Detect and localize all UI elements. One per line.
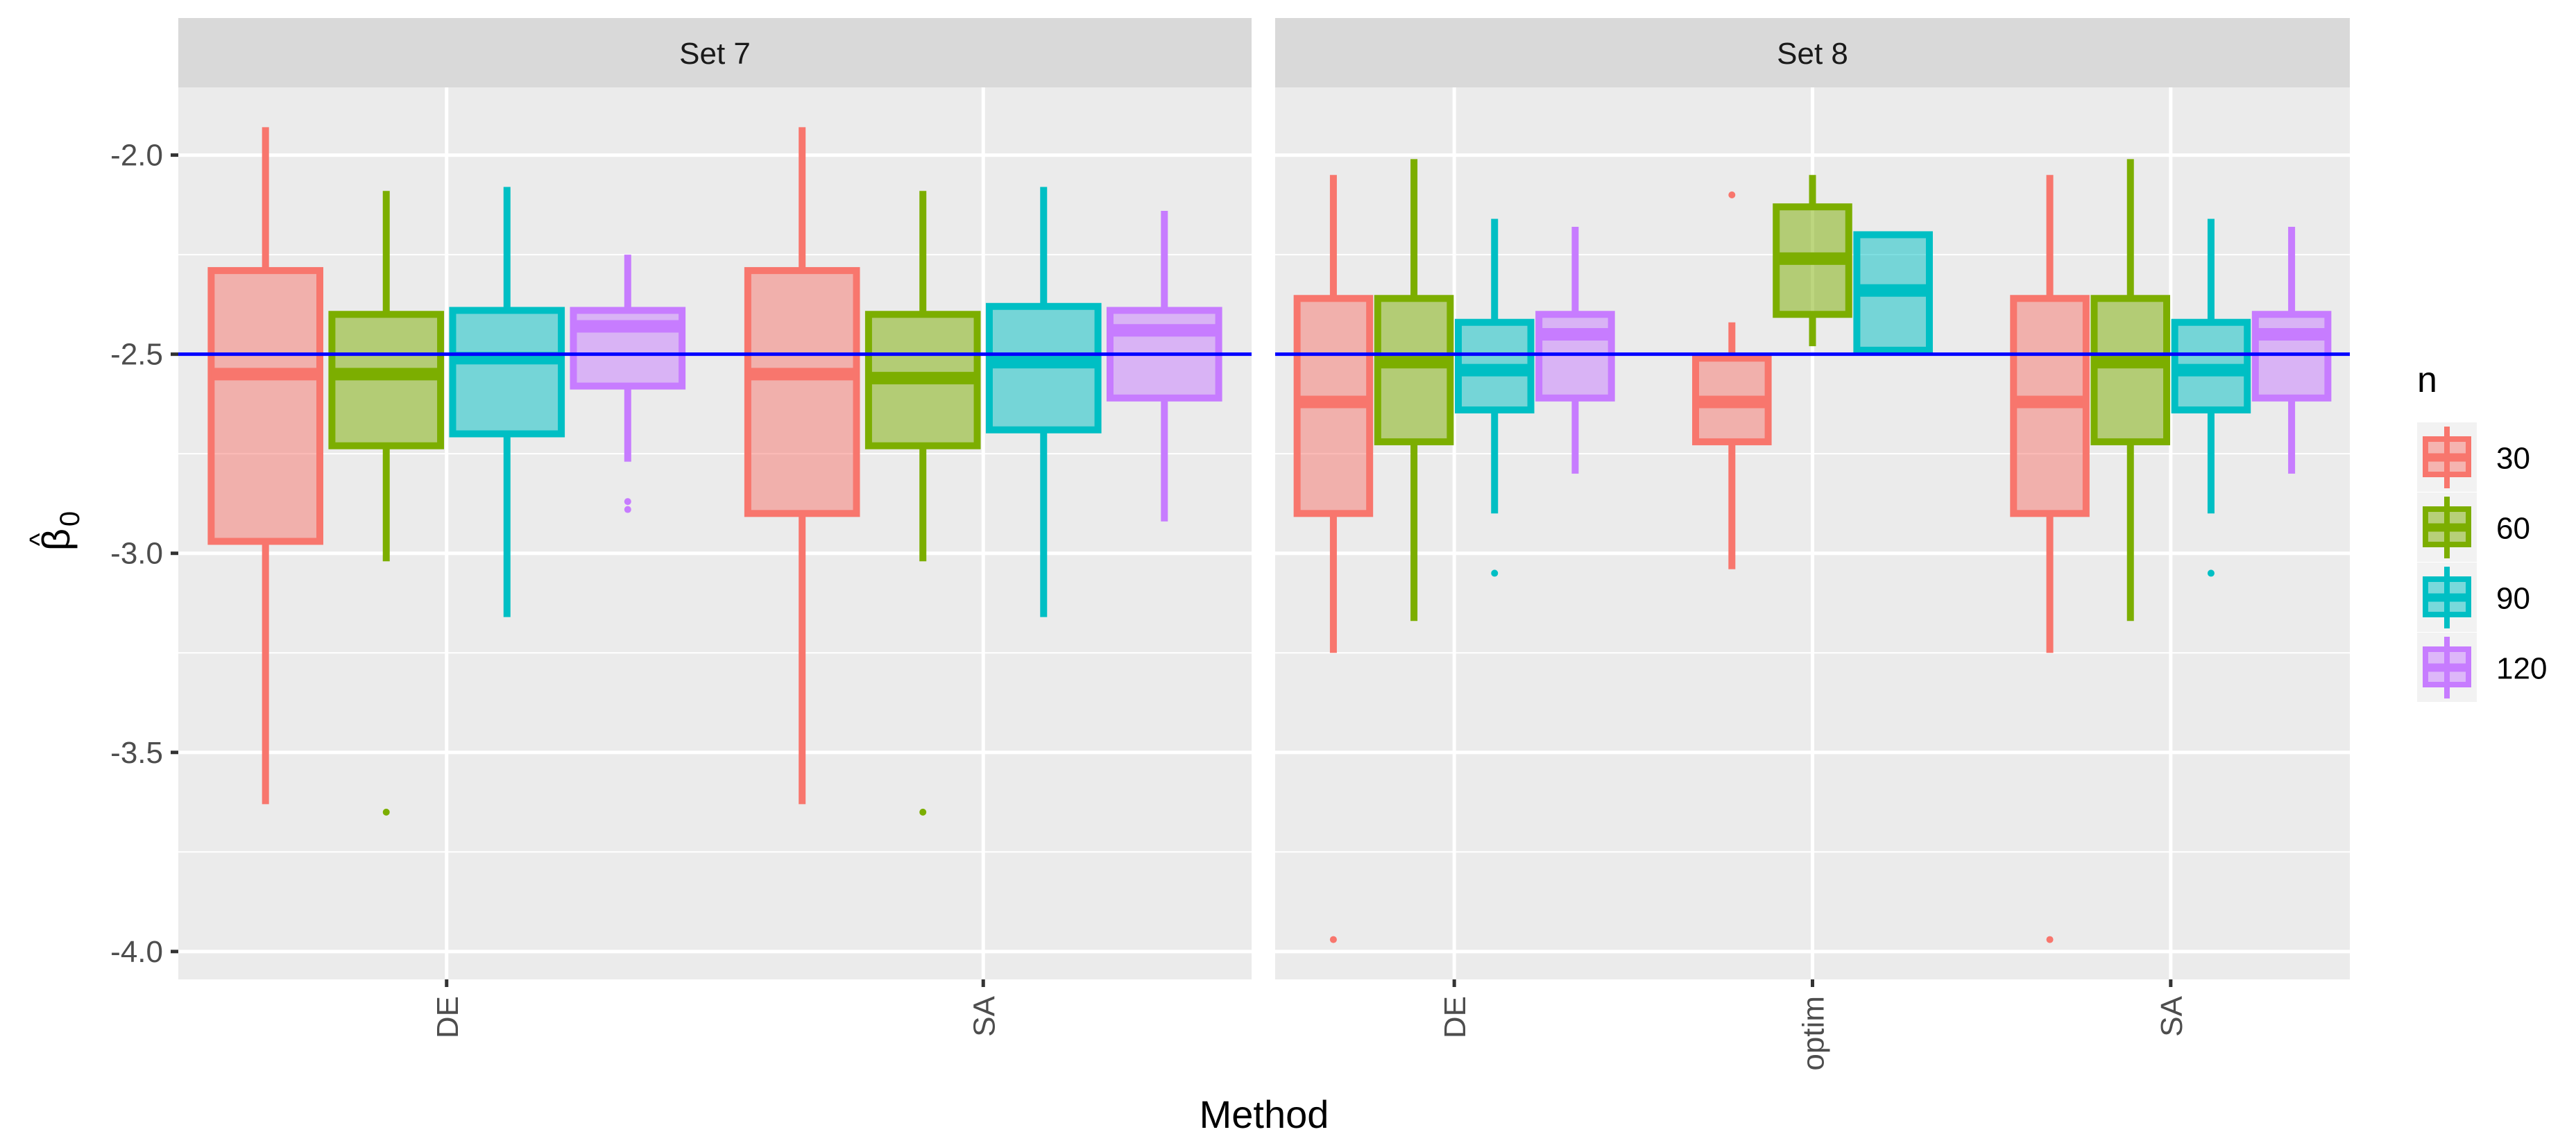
boxplot-optim-n60 [1773, 175, 1852, 347]
box-iqr [1374, 295, 1454, 445]
boxplot-SA-n30 [744, 127, 860, 805]
y-tick-label: -3.0 [110, 537, 163, 571]
panel-strip [178, 18, 1252, 87]
boxplot-SA-n120 [2251, 226, 2332, 474]
outlier-point [382, 808, 390, 816]
boxplot-DE-n60 [328, 191, 445, 816]
y-tick-label: -2.0 [110, 139, 163, 173]
boxplot-DE-n30 [207, 127, 324, 805]
x-tick-label: optim [1797, 996, 1831, 1071]
panel-2: Set 8 DE optim SA [1275, 18, 2350, 1071]
boxplot-SA-n30 [2010, 175, 2090, 943]
boxplot-SA-n90 [985, 187, 1102, 617]
y-tick-label: -3.5 [110, 736, 163, 770]
legend: n 30 60 90 120 [2417, 360, 2547, 702]
outlier-point [2046, 936, 2054, 943]
y-tick-label: -4.0 [110, 935, 163, 969]
legend-items: 30 60 90 120 [2417, 422, 2547, 702]
boxplot-SA-n90 [2171, 218, 2251, 577]
y-axis-title-hat: ^ [24, 533, 55, 546]
boxplot-optim-n30 [1692, 191, 1772, 569]
boxplot-DE-n30 [1293, 175, 1374, 943]
panel-1: Set 7 DE SA [178, 18, 1252, 1038]
y-axis-title-symbol: β [34, 529, 78, 551]
legend-label: 60 [2496, 512, 2530, 546]
boxplot-SA-n60 [864, 191, 981, 816]
outlier-point [2207, 569, 2215, 577]
boxplot-SA-n60 [2090, 159, 2171, 621]
boxplot-DE-n90 [1454, 218, 1535, 577]
box-iqr [744, 267, 860, 517]
legend-key-n30: 30 [2417, 422, 2530, 492]
panel-background [178, 87, 1252, 979]
box-iqr [2090, 295, 2171, 445]
boxplot-DE-n90 [449, 187, 565, 617]
y-axis-title-subscript: 0 [55, 511, 85, 526]
boxplot-optim-n90 [1853, 231, 1933, 354]
boxplot-DE-n60 [1374, 159, 1454, 621]
outlier-point [624, 498, 631, 506]
box-iqr [207, 267, 324, 545]
outlier-point [1329, 936, 1337, 943]
panels-layer: Set 7 DE SA Set 8 DE optim SA -2.0 -2.5 -3.0 -3.5 -… [110, 18, 2350, 1071]
panel-strip-label: Set 7 [679, 37, 751, 71]
legend-title: n [2417, 360, 2437, 400]
box-iqr [449, 307, 565, 438]
x-tick-label: SA [2155, 995, 2189, 1036]
panel-strip-label: Set 8 [1777, 37, 1848, 71]
legend-key-n60: 60 [2417, 492, 2530, 562]
legend-key-n120: 120 [2417, 633, 2547, 702]
outlier-point [1491, 569, 1499, 577]
legend-label: 120 [2496, 652, 2547, 686]
x-axis-title: Method [1200, 1092, 1329, 1136]
boxplot-DE-n120 [1535, 226, 1615, 474]
legend-label: 90 [2496, 582, 2530, 616]
x-tick-label: DE [1438, 996, 1472, 1038]
y-tick-label: -2.5 [110, 338, 163, 372]
y-axis-title: β ^ 0 [24, 511, 85, 551]
panel-strip [1275, 18, 2350, 87]
x-tick-label: SA [967, 995, 1001, 1036]
box-iqr [2251, 311, 2332, 402]
legend-key-n90: 90 [2417, 563, 2530, 632]
box-iqr [1535, 311, 1615, 402]
boxplot-DE-n120 [570, 255, 686, 513]
outlier-point [919, 808, 927, 816]
outlier-point [624, 506, 631, 513]
legend-label: 30 [2496, 442, 2530, 476]
x-tick-label: DE [431, 996, 465, 1038]
outlier-point [1728, 191, 1736, 199]
